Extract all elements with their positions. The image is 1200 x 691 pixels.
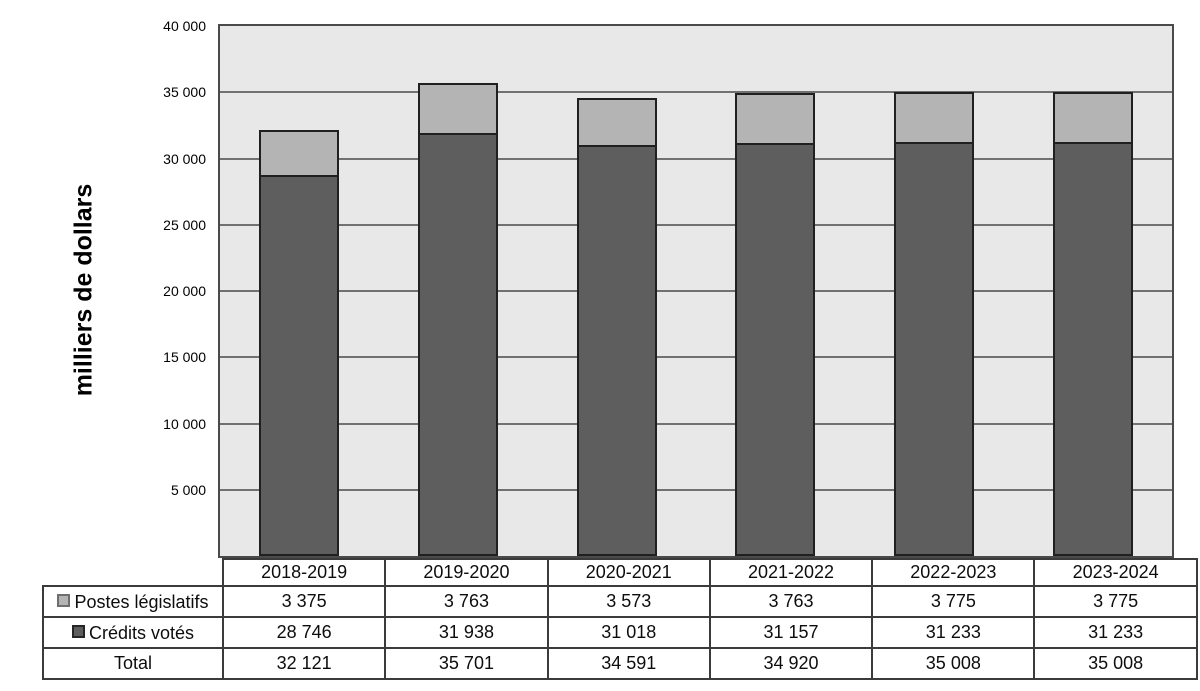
y-tick-label: 5 000: [170, 481, 206, 498]
table-row-postes-legislatifs: Postes législatifs 3 375 3 763 3 573 3 763 3 …: [42, 585, 1198, 618]
table-row-credits-votes: Crédits votés 28 746 31 938 31 018 31 157 31 …: [42, 616, 1198, 649]
value-cell-credits-votes: 31 233: [871, 616, 1036, 649]
value-cell-postes-legislatifs: 3 763: [708, 585, 874, 618]
value-cell-credits-votes: 31 938: [384, 616, 549, 649]
grid-line: [220, 91, 1172, 94]
value-cell-postes-legislatifs: 3 775: [871, 585, 1036, 618]
grid-line: [220, 290, 1172, 292]
y-tick-label: 10 000: [163, 415, 206, 432]
y-tick-label: 40 000: [163, 18, 206, 34]
bar-segment-credits-votes: [894, 142, 974, 556]
plot-area: [218, 24, 1174, 558]
bar-segment-credits-votes: [735, 143, 815, 556]
bar-segment-postes-legislatifs: [894, 92, 974, 145]
bar-segment-postes-legislatifs: [1053, 92, 1133, 145]
bar-segment-credits-votes: [1053, 142, 1133, 556]
bar-segment-postes-legislatifs: [577, 97, 657, 148]
legend-swatch-postes-legislatifs: [57, 594, 71, 608]
legend-swatch-credits-votes: [71, 625, 85, 639]
bar-segment-credits-votes: [259, 175, 339, 556]
year-header-cell: 2023-2024: [1033, 558, 1198, 587]
bar-segment-credits-votes: [418, 132, 498, 556]
value-cell-credits-votes: 28 746: [221, 616, 387, 649]
total-value-cell: 34 920: [708, 647, 874, 680]
year-header-cell: 2022-2023: [871, 558, 1036, 587]
y-tick-label: 20 000: [163, 283, 206, 299]
year-header-cell: 2018-2019: [221, 558, 387, 587]
bar-segment-postes-legislatifs: [259, 130, 339, 178]
value-cell-credits-votes: 31 157: [708, 616, 874, 649]
year-header-cell: 2019-2020: [384, 558, 549, 587]
y-tick-label: 25 000: [163, 216, 206, 233]
y-tick-label: 35 000: [163, 84, 206, 101]
grid-line: [220, 356, 1172, 359]
value-cell-credits-votes: 31 233: [1033, 616, 1198, 649]
bar-segment-postes-legislatifs: [735, 93, 815, 146]
value-cell-postes-legislatifs: 3 775: [1033, 585, 1198, 618]
grid-line: [220, 488, 1172, 491]
total-value-cell: 35 701: [384, 647, 549, 680]
row-label-postes-legislatifs: Postes législatifs: [42, 585, 224, 618]
table-corner-stub: [43, 559, 223, 586]
row-label-credits-votes: Crédits votés: [42, 616, 224, 649]
table-row-total: Total 32 121 35 701 34 591 34 920 35 008 35 00…: [42, 647, 1198, 680]
year-header-cell: 2020-2021: [546, 558, 711, 587]
table-header-row: 2018-2019 2019-2020 2020-2021 2021-2022 2022…: [43, 558, 1198, 587]
value-cell-postes-legislatifs: 3 573: [546, 585, 711, 618]
value-cell-credits-votes: 31 018: [546, 616, 711, 649]
y-tick-label: 30 000: [163, 150, 206, 167]
value-cell-postes-legislatifs: 3 763: [384, 585, 549, 618]
year-header-cell: 2021-2022: [708, 558, 874, 587]
value-cell-postes-legislatifs: 3 375: [221, 585, 387, 618]
y-axis-title: milliers de dollars: [69, 183, 98, 397]
total-value-cell: 34 591: [546, 647, 711, 680]
data-table: 2018-2019 2019-2020 2020-2021 2021-2022 2022…: [42, 558, 1198, 680]
y-tick-label: 15 000: [163, 349, 206, 366]
row-label-total: Total: [42, 647, 224, 680]
total-value-cell: 32 121: [221, 647, 387, 680]
grid-line: [220, 157, 1172, 160]
total-value-cell: 35 008: [871, 647, 1036, 680]
bar-segment-credits-votes: [577, 145, 657, 556]
grid-line: [220, 223, 1172, 226]
series-name: Postes législatifs: [74, 591, 209, 612]
series-name: Crédits votés: [88, 622, 195, 643]
grid-line: [220, 422, 1172, 425]
bar-segment-postes-legislatifs: [418, 82, 498, 135]
total-value-cell: 35 008: [1033, 647, 1198, 680]
